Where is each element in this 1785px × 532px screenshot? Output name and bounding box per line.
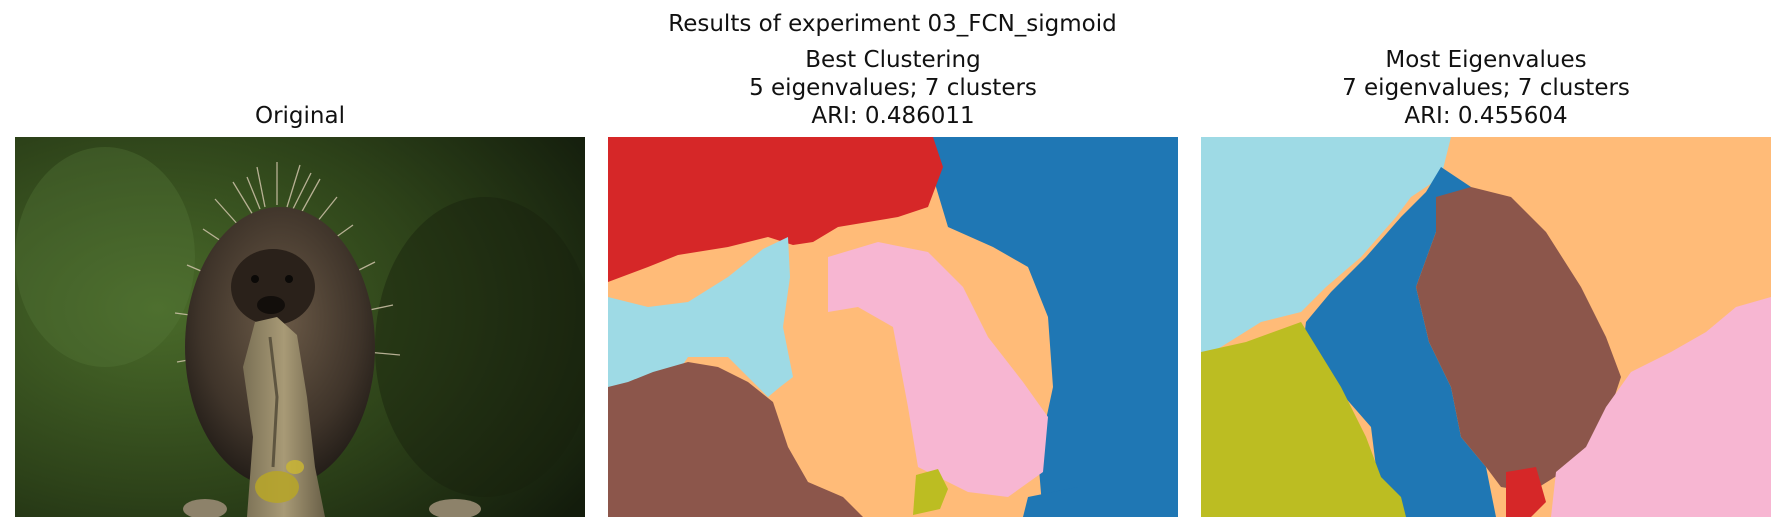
region-blue <box>1301 167 1496 517</box>
porcupine-eye <box>285 275 293 283</box>
region-blue-lower <box>1023 487 1098 517</box>
panel-title-most-eigenvalues: Most Eigenvalues 7 eigenvalues; 7 cluste… <box>1201 46 1771 130</box>
region-olive <box>1201 322 1406 517</box>
region-brown <box>1416 187 1621 492</box>
stump-right <box>429 499 481 517</box>
foliage-blur <box>15 147 195 367</box>
original-title: Original <box>254 103 345 129</box>
best-clustering-segmentation <box>608 137 1178 517</box>
most-eigen-title: Most Eigenvalues <box>1385 47 1587 73</box>
figure-suptitle: Results of experiment 03_FCN_sigmoid <box>668 11 1117 37</box>
branch <box>243 317 325 517</box>
best-clustering-eigen: 5 eigenvalues; 7 clusters <box>749 75 1037 101</box>
region-blue <box>926 137 1178 517</box>
panel-title-best-clustering: Best Clustering 5 eigenvalues; 7 cluster… <box>608 46 1178 130</box>
lichen <box>286 460 304 474</box>
original-image <box>15 137 585 517</box>
region-olive <box>913 469 948 515</box>
region-red <box>608 137 943 282</box>
lichen <box>255 471 299 503</box>
region-pink <box>828 242 1048 497</box>
panel-title-original: Original <box>15 102 585 130</box>
porcupine-face <box>231 249 315 325</box>
region-cyan <box>608 237 793 399</box>
region-red <box>1506 467 1546 517</box>
region-pink <box>1551 297 1771 517</box>
branch-crack <box>268 336 279 468</box>
stump-left <box>183 499 227 517</box>
best-clustering-ari: ARI: 0.486011 <box>811 103 975 129</box>
region-brown <box>608 362 863 517</box>
most-eigen-ari: ARI: 0.455604 <box>1404 103 1568 129</box>
porcupine-nose <box>257 296 285 314</box>
best-clustering-title: Best Clustering <box>805 47 981 73</box>
porcupine-photo <box>15 137 585 517</box>
dark-foliage-blur <box>375 197 585 497</box>
porcupine-eye <box>251 275 259 283</box>
most-eigenvalues-segmentation <box>1201 137 1771 517</box>
region-cyan <box>1201 137 1451 357</box>
most-eigen-eigen: 7 eigenvalues; 7 clusters <box>1342 75 1630 101</box>
segmentation-map-best <box>608 137 1178 517</box>
segmentation-map-most-eigen <box>1201 137 1771 517</box>
